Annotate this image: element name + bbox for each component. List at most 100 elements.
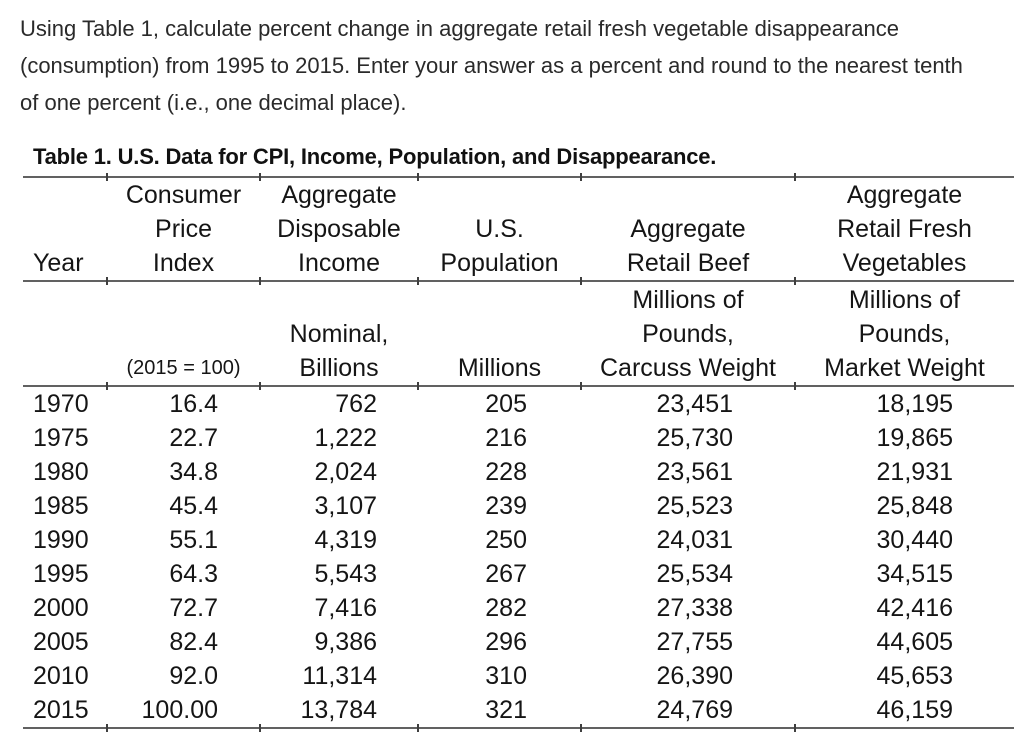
table-row: 1985 45.4 3,107 239 25,523 25,848 [23,489,1014,523]
header-line: Income [298,249,380,277]
header-line: Retail Fresh [837,215,972,243]
column-boundary-tick [794,277,796,285]
header-line: Pounds, [642,320,734,348]
column-boundary-tick [106,382,108,390]
table-row: 1975 22.7 1,222 216 25,730 19,865 [23,421,1014,455]
table-cell-income: 2,024 [314,458,377,486]
table-cell-population: 228 [485,458,527,486]
table-cell-population: 250 [485,526,527,554]
header-cell-income: Aggregate Disposable Income [260,178,418,280]
header-line: Billions [299,354,379,382]
table-cell-vegetables: 25,848 [876,492,953,520]
table-cell-vegetables: 42,416 [876,594,953,622]
header-line: Pounds, [858,320,951,348]
table-cell-cpi: 72.7 [169,594,218,622]
table-cell-year: 2015 [33,696,89,724]
header-line: Price [155,215,212,243]
column-boundary-tick [259,173,261,181]
subheader-cell-vegetables: Millions of Pounds, Market Weight [795,282,1014,385]
header-cell-population: U.S. Population [418,178,581,280]
column-boundary-tick [259,382,261,390]
table-cell-income: 13,784 [300,696,377,724]
table-cell-beef: 25,534 [656,560,733,588]
column-boundary-tick [417,382,419,390]
column-boundary-tick [417,277,419,285]
question-line: of one percent (i.e., one decimal place)… [20,90,407,115]
table-cell-cpi: 55.1 [169,526,218,554]
table-cell-population: 282 [485,594,527,622]
table-cell-beef: 23,561 [656,458,733,486]
table-cell-beef: 27,755 [656,628,733,656]
table-cell-cpi: 92.0 [169,662,218,690]
table-cell-population: 205 [485,390,527,418]
table-cell-year: 2010 [33,662,89,690]
table-cell-year: 1995 [33,560,89,588]
table-cell-cpi: 34.8 [169,458,218,486]
table-cell-vegetables: 21,931 [876,458,953,486]
table-cell-vegetables: 30,440 [876,526,953,554]
subheader-cell-beef: Millions of Pounds, Carcuss Weight [581,282,795,385]
table-cell-beef: 25,523 [656,492,733,520]
column-boundary-tick [259,277,261,285]
table-rule [23,277,1014,285]
table-cell-population: 310 [485,662,527,690]
column-boundary-tick [417,173,419,181]
table-row: 1970 16.4 762 205 23,451 18,195 [23,387,1014,421]
table-cell-income: 7,416 [314,594,377,622]
table-cell-year: 1970 [33,390,89,418]
table-cell-cpi: 22.7 [169,424,218,452]
table-rule [23,382,1014,390]
column-boundary-tick [259,724,261,732]
table-row: 1990 55.1 4,319 250 24,031 30,440 [23,523,1014,557]
column-boundary-tick [106,277,108,285]
table-cell-vegetables: 18,195 [876,390,953,418]
table-cell-cpi: 16.4 [169,390,218,418]
question-line: (consumption) from 1995 to 2015. Enter y… [20,53,963,78]
column-boundary-tick [106,724,108,732]
header-line: U.S. [475,215,524,243]
header-line: Vegetables [842,249,967,277]
table-cell-income: 3,107 [314,492,377,520]
subheader-cell-population: Millions [418,282,581,385]
data-table: Table 1. U.S. Data for CPI, Income, Popu… [23,140,1014,732]
header-line: Consumer [125,181,242,209]
header-line: Aggregate [630,215,746,243]
table-row: 1980 34.8 2,024 228 23,561 21,931 [23,455,1014,489]
table-rule [23,724,1014,732]
header-line: Aggregate [846,181,963,209]
table-header-row: Year Consumer Price Index Aggregate Disposabl… [23,178,1014,280]
table-cell-income: 5,543 [314,560,377,588]
table-cell-vegetables: 44,605 [876,628,953,656]
header-line: Index [152,249,215,277]
header-line: Disposable [277,215,401,243]
column-boundary-tick [794,724,796,732]
subheader-cell-year [23,282,107,385]
table-cell-income: 762 [335,390,377,418]
question-text: Using Table 1, calculate percent change … [20,10,963,121]
table-cell-beef: 24,769 [656,696,733,724]
table-cell-year: 1985 [33,492,89,520]
table-cell-income: 9,386 [314,628,377,656]
table-rule [23,173,1014,181]
table-cell-year: 1990 [33,526,89,554]
question-line: Using Table 1, calculate percent change … [20,16,899,41]
header-line: Millions of [848,286,961,314]
table-cell-income: 4,319 [314,526,377,554]
table-cell-beef: 23,451 [656,390,733,418]
header-cell-cpi: Consumer Price Index [107,178,260,280]
table-cell-cpi: 64.3 [169,560,218,588]
table-cell-population: 321 [485,696,527,724]
header-line: Carcuss Weight [600,354,776,382]
table-cell-cpi: 82.4 [169,628,218,656]
table-cell-vegetables: 19,865 [876,424,953,452]
table-cell-cpi: 45.4 [169,492,218,520]
header-line: Aggregate [281,181,397,209]
table-title: Table 1. U.S. Data for CPI, Income, Popu… [33,144,717,169]
header-line: Market Weight [824,354,985,382]
table-row: 2000 72.7 7,416 282 27,338 42,416 [23,591,1014,625]
column-boundary-tick [580,382,582,390]
column-boundary-tick [580,724,582,732]
table-cell-income: 1,222 [314,424,377,452]
table-body: Year Consumer Price Index Aggregate Disposabl… [23,173,1014,732]
